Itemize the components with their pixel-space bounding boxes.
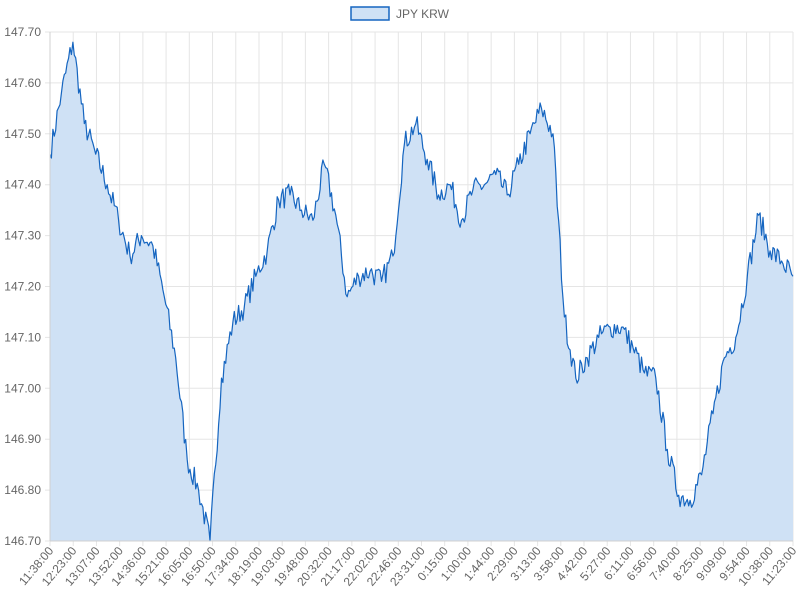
- data-point: [757, 213, 761, 217]
- series-area: [49, 40, 795, 542]
- data-point: [791, 274, 795, 278]
- data-point: [654, 376, 658, 380]
- data-point: [768, 249, 772, 253]
- y-tick-label: 146.70: [4, 534, 41, 548]
- y-axis: 147.70 147.60 147.50 147.40 147.30 147.20 147.…: [4, 25, 51, 548]
- y-tick-label: 147.20: [4, 280, 41, 294]
- data-point: [471, 188, 475, 192]
- data-point: [345, 295, 349, 299]
- y-tick-label: 147.60: [4, 76, 41, 90]
- data-point: [665, 447, 669, 451]
- data-point: [562, 315, 566, 319]
- legend-swatch[interactable]: [350, 6, 390, 21]
- y-tick-label: 147.70: [4, 25, 41, 39]
- data-point: [585, 356, 589, 360]
- data-point: [620, 325, 624, 329]
- data-point: [642, 371, 646, 375]
- data-point: [368, 269, 372, 273]
- data-point: [117, 218, 121, 222]
- data-point: [185, 458, 189, 462]
- data-point: [82, 122, 86, 126]
- data-point: [391, 254, 395, 258]
- data-point: [174, 356, 178, 360]
- legend-label[interactable]: JPY KRW: [396, 7, 450, 21]
- legend[interactable]: JPY KRW: [350, 6, 450, 21]
- data-point: [597, 335, 601, 339]
- data-point: [722, 356, 726, 360]
- series-fill-area: [50, 42, 793, 541]
- series-line-jpy-krw: [49, 41, 794, 542]
- data-point: [574, 376, 578, 380]
- data-point: [402, 142, 406, 146]
- y-tick-label: 147.50: [4, 127, 41, 141]
- y-tick-label: 147.30: [4, 229, 41, 243]
- data-point: [517, 162, 521, 166]
- data-point: [540, 106, 544, 110]
- data-point: [460, 218, 464, 222]
- data-point: [734, 335, 738, 339]
- data-point: [139, 234, 143, 238]
- data-point: [334, 213, 338, 217]
- data-point: [608, 325, 612, 329]
- data-point: [711, 412, 715, 416]
- data-point: [505, 193, 509, 197]
- data-point: [219, 376, 223, 380]
- data-point: [551, 132, 555, 136]
- y-tick-label: 146.80: [4, 483, 41, 497]
- data-point: [482, 183, 486, 187]
- data-point: [231, 320, 235, 324]
- data-point: [242, 305, 246, 309]
- data-point: [631, 346, 635, 350]
- data-point: [379, 279, 383, 283]
- data-point: [357, 274, 361, 278]
- data-point: [528, 132, 532, 136]
- data-point: [425, 157, 429, 161]
- y-tick-label: 147.10: [4, 330, 41, 344]
- data-point: [151, 244, 155, 248]
- data-point: [494, 173, 498, 177]
- data-point: [59, 91, 63, 95]
- data-point: [700, 473, 704, 477]
- y-tick-label: 147.40: [4, 178, 41, 192]
- data-point: [745, 274, 749, 278]
- data-point: [71, 40, 75, 44]
- data-point: [128, 254, 132, 258]
- data-point: [277, 198, 281, 202]
- data-point: [162, 295, 166, 299]
- data-point: [437, 193, 441, 197]
- data-point: [311, 218, 315, 222]
- data-point: [414, 122, 418, 126]
- data-point: [299, 208, 303, 212]
- data-point: [254, 274, 258, 278]
- data-point: [322, 162, 326, 166]
- data-point: [448, 183, 452, 187]
- y-tick-label: 147.00: [4, 381, 41, 395]
- data-point: [780, 259, 784, 263]
- data-point: [265, 249, 269, 253]
- y-tick-label: 146.90: [4, 432, 41, 446]
- data-point: [94, 152, 98, 156]
- data-point: [288, 193, 292, 197]
- data-point: [677, 493, 681, 497]
- data-point: [105, 183, 109, 187]
- data-point: [688, 498, 692, 502]
- data-point: [197, 488, 201, 492]
- x-axis: 11:38:0012:23:0013:07:0013:52:0014:36:00…: [16, 540, 800, 589]
